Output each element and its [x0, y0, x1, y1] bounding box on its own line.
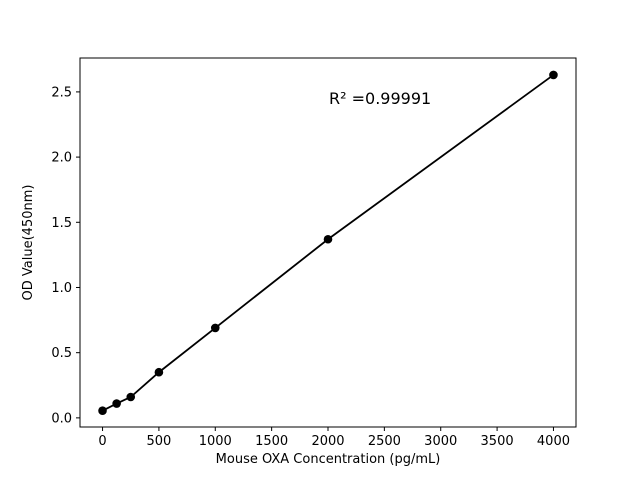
x-tick-label: 3000 — [424, 434, 457, 449]
x-tick-label: 2500 — [368, 434, 401, 449]
data-point — [98, 406, 107, 416]
x-axis-label: Mouse OXA Concentration (pg/mL) — [216, 452, 441, 467]
y-tick-label: 2.5 — [51, 85, 72, 100]
y-tick-label: 2.0 — [51, 151, 72, 166]
data-point — [154, 367, 164, 377]
y-tick-label: 0.5 — [51, 346, 72, 361]
x-tick-label: 1500 — [255, 434, 288, 449]
x-tick-label: 500 — [146, 434, 171, 449]
data-point — [112, 399, 121, 408]
y-axis-label: OD Value(450nm) — [21, 185, 36, 301]
y-tick-label: 1.5 — [51, 216, 72, 231]
data-point — [126, 392, 136, 402]
x-tick-label: 4000 — [537, 434, 570, 449]
x-tick-label: 3500 — [481, 434, 514, 449]
data-point — [323, 234, 333, 244]
data-point — [210, 323, 220, 333]
r-squared-annotation: R² =0.99991 — [329, 89, 431, 108]
x-tick-label: 0 — [98, 434, 106, 449]
x-tick-label: 2000 — [311, 434, 344, 449]
y-tick-label: 0.0 — [51, 411, 72, 426]
data-point — [549, 70, 558, 80]
x-tick-label: 1000 — [199, 434, 232, 449]
y-tick-label: 1.0 — [51, 281, 72, 296]
